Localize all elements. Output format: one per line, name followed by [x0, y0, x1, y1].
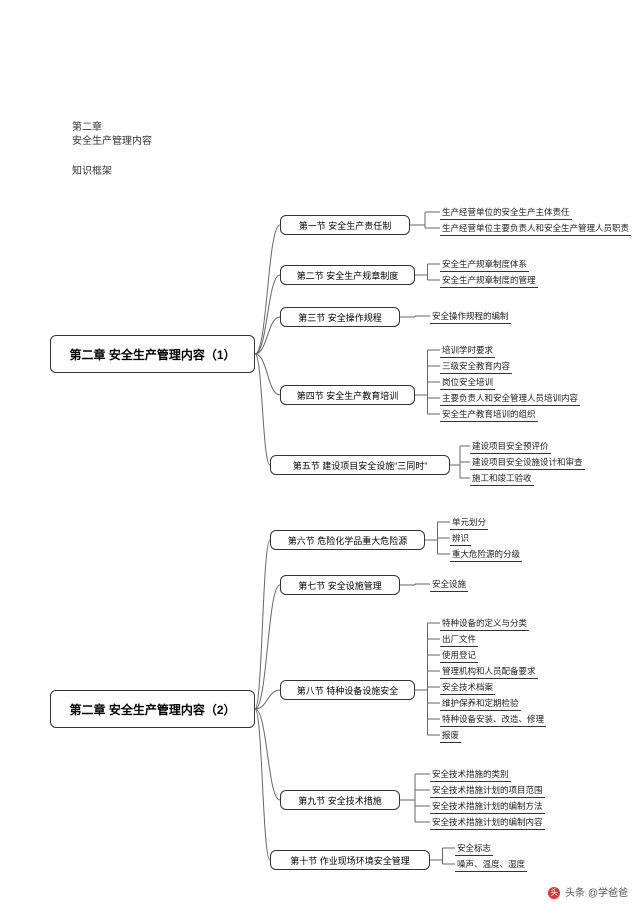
- leaf-node: 报废: [440, 729, 461, 743]
- leaf-node: 单元划分: [450, 516, 488, 530]
- root-node: 第二章 安全生产管理内容（1）: [50, 335, 255, 373]
- leaf-node: 特种设备安装、改造、修理: [440, 713, 546, 727]
- leaf-node: 安全生产教育培训的组织: [440, 408, 538, 422]
- footer-prefix: 头条: [565, 888, 585, 899]
- leaf-node: 维护保养和定期检验: [440, 697, 521, 711]
- footer-handle: @学爸爸: [588, 888, 628, 899]
- section-node: 第二节 安全生产规章制度: [280, 265, 415, 285]
- section-node: 第五节 建设项目安全设施“三同时”: [270, 455, 450, 475]
- leaf-node: 安全生产规章制度体系: [440, 258, 529, 272]
- root-node: 第二章 安全生产管理内容（2）: [50, 690, 255, 728]
- leaf-node: 噪声、温度、湿度: [455, 858, 527, 872]
- leaf-node: 主要负责人和安全管理人员培训内容: [440, 392, 580, 406]
- leaf-node: 培训学时要求: [440, 344, 495, 358]
- leaf-node: 安全生产规章制度的管理: [440, 274, 538, 288]
- leaf-node: 安全技术措施计划的编制方法: [430, 800, 545, 814]
- leaf-node: 建设项目安全预评价: [470, 440, 551, 454]
- leaf-node: 建设项目安全设施设计和审查: [470, 456, 585, 470]
- leaf-node: 生产经营单位主要负责人和安全生产管理人员职责: [440, 222, 631, 236]
- leaf-node: 辨识: [450, 532, 471, 546]
- leaf-node: 安全设施: [430, 578, 468, 592]
- leaf-node: 出厂文件: [440, 633, 478, 647]
- section-node: 第六节 危险化学品重大危险源: [270, 530, 425, 550]
- leaf-node: 施工和竣工验收: [470, 472, 534, 486]
- leaf-node: 安全技术措施计划的编制内容: [430, 816, 545, 830]
- framework-label: 知识框架: [72, 162, 112, 177]
- leaf-node: 安全标志: [455, 842, 493, 856]
- leaf-node: 特种设备的定义与分类: [440, 617, 529, 631]
- source-footer: 头 头条 @学爸爸: [548, 884, 628, 899]
- section-node: 第四节 安全生产教育培训: [280, 385, 415, 405]
- leaf-node: 安全操作规程的编制: [430, 310, 511, 324]
- section-node: 第一节 安全生产责任制: [280, 215, 410, 235]
- leaf-node: 安全技术措施的类别: [430, 768, 511, 782]
- leaf-node: 使用登记: [440, 649, 478, 663]
- toutiao-icon: 头: [548, 887, 560, 899]
- leaf-node: 生产经营单位的安全生产主体责任: [440, 206, 572, 220]
- section-node: 第九节 安全技术措施: [280, 790, 400, 810]
- leaf-node: 三级安全教育内容: [440, 360, 512, 374]
- chapter-title: 安全生产管理内容: [72, 132, 152, 147]
- leaf-node: 安全技术档案: [440, 681, 495, 695]
- leaf-node: 管理机构和人员配备要求: [440, 665, 538, 679]
- section-node: 第八节 特种设备设施安全: [280, 680, 415, 700]
- section-node: 第三节 安全操作规程: [280, 307, 400, 327]
- leaf-node: 岗位安全培训: [440, 376, 495, 390]
- chapter-number: 第二章: [72, 118, 102, 133]
- leaf-node: 安全技术措施计划的项目范围: [430, 784, 545, 798]
- section-node: 第七节 安全设施管理: [280, 575, 400, 595]
- leaf-node: 重大危险源的分级: [450, 548, 522, 562]
- section-node: 第十节 作业现场环境安全管理: [270, 850, 430, 870]
